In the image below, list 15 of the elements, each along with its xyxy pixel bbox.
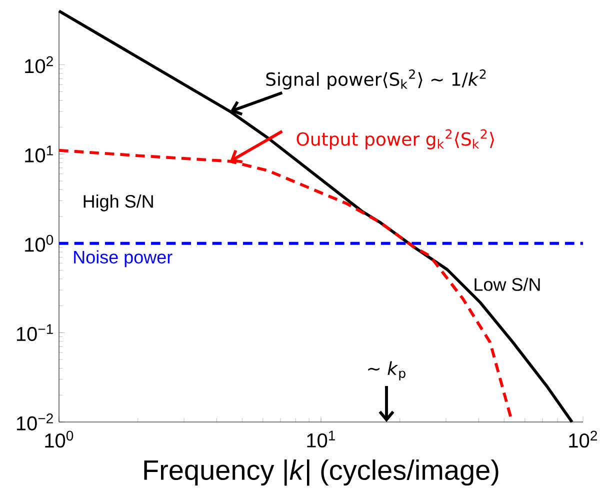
y-tick-label: 10$^{−1}$ — [16, 324, 53, 342]
y-tick-label: 10$^{1}$ — [25, 146, 53, 162]
x-tick-label: 10$^{1}$ — [307, 430, 335, 448]
annotation: High S/N — [84, 194, 153, 212]
x-tick-label: 10$^{0}$ — [45, 430, 74, 448]
ref-line-label: Noise power — [74, 250, 172, 268]
x-tick-label: 10$^{2}$ — [569, 430, 597, 448]
annotation: Signal power⟨S$_{k}$$^{2}$⟩ ∼ 1/k$^{2}$ — [266, 69, 486, 90]
annotation: ∼ k$_{p}$ — [368, 361, 406, 380]
x-axis-title: Frequency |k| (cycles/image) — [144, 459, 498, 486]
annotation: Low S/N — [474, 278, 540, 291]
y-tick-label: 10$^{2}$ — [25, 56, 53, 74]
annotation: Output power g$_{k}$$^{2}$⟨S$_{k}$$^{2}$⟩ — [296, 129, 494, 150]
y-tick-label: 10$^{0}$ — [25, 234, 54, 252]
y-tick-label: 10$^{−2}$ — [16, 414, 53, 430]
